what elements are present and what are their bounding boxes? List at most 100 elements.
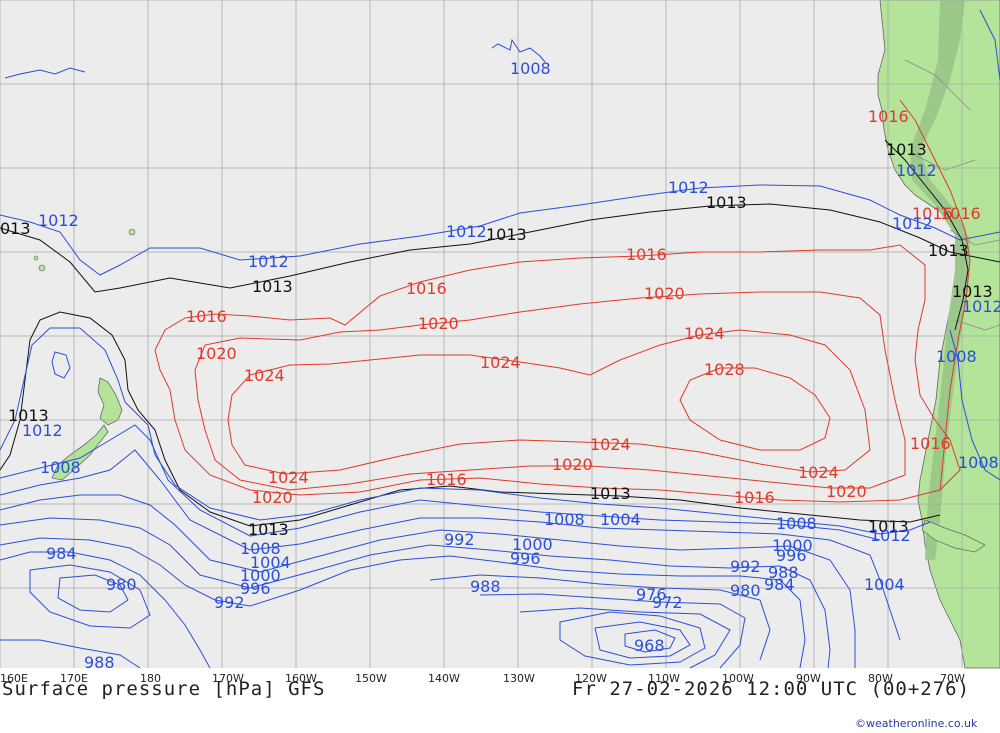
longitude-label: 70W (940, 672, 965, 685)
isobar-label: 1016 (426, 470, 467, 489)
longitude-label: 130W (503, 672, 535, 685)
isobar-label: 992 (444, 530, 475, 549)
isobar-label: 1013 (952, 282, 993, 301)
isobar-label: 984 (46, 544, 77, 563)
isobar-label: 988 (84, 653, 115, 672)
isobar-1028 (679, 367, 831, 451)
isobar-label: 1008 (958, 453, 999, 472)
isobar-1012-lower (0, 327, 931, 535)
isobar-988 (0, 551, 211, 669)
isobar-1016-outer (154, 244, 961, 503)
isobar-label: 1013 (706, 193, 747, 212)
isobar-1016-coast (899, 99, 971, 491)
isobar-label: 1008 (936, 347, 977, 366)
isobar-1020 (194, 291, 906, 491)
isobar-label: 1020 (252, 488, 293, 507)
isobar-label: 1008 (240, 539, 281, 558)
island (33, 255, 39, 261)
isobar-996 (0, 517, 831, 669)
isobar-label: 1020 (826, 482, 867, 501)
isobar-label: 1000 (772, 536, 813, 555)
isobar-976-ring (559, 611, 706, 666)
isobar-label: 1024 (684, 324, 725, 343)
isobar-label: 1013 (886, 140, 927, 159)
island (128, 228, 136, 236)
isobar-label: 1012 (896, 161, 937, 180)
longitude-label: 160W (285, 672, 317, 685)
isobar-label: 1016 (734, 488, 775, 507)
isobar-label: 1013 (486, 225, 527, 244)
isobar-1004 (0, 449, 901, 641)
isobar-label: 1013 (248, 520, 289, 539)
isobar-984-ring (29, 564, 151, 629)
longitude-label: 150W (355, 672, 387, 685)
isobar-label: 984 (764, 575, 795, 594)
longitude-label: 80W (868, 672, 893, 685)
isobar-label: 972 (652, 593, 683, 612)
new-zealand-south-island (51, 424, 109, 481)
isobar-972-ring (594, 621, 691, 659)
isobar-label: 1012 (668, 178, 709, 197)
tierra-del-fuego (921, 519, 986, 553)
isobar-label: 1013 (590, 484, 631, 503)
isobar-1000 (0, 494, 856, 668)
isobar-label: 980 (730, 581, 761, 600)
isobar-label: 988 (768, 563, 799, 582)
isobar-label: 1024 (798, 463, 839, 482)
island (38, 264, 46, 272)
isobar-968-ring (624, 629, 676, 653)
longitude-label: 90W (796, 672, 821, 685)
isobar-lines (0, 9, 1000, 669)
isobar-label: 1013 (252, 277, 293, 296)
isobar-1008-coast (949, 329, 1000, 481)
isobar-980-east (519, 607, 731, 669)
isobar-label: 1008 (544, 510, 585, 529)
isobar-1013-upper (0, 203, 1000, 293)
isobar-1012-upper (0, 184, 1000, 276)
isobar-label: 1012 (38, 211, 79, 230)
longitude-label: 170W (212, 672, 244, 685)
isobar-label: 996 (776, 546, 807, 565)
isobar-label: 1012 (446, 222, 487, 241)
isobar-1012-ring (51, 351, 71, 379)
isobar-label: 992 (730, 557, 761, 576)
isobar-1013-coast (884, 139, 969, 331)
graticule (0, 0, 1000, 668)
isobar-label: 1013 (868, 517, 909, 536)
ocean-area (0, 0, 1000, 668)
new-zealand-north-island (97, 377, 123, 426)
isobar-label: 1000 (240, 566, 281, 585)
longitude-label: 160E (0, 672, 28, 685)
isobar-label: 1016 (910, 434, 951, 453)
longitude-label: 100W (722, 672, 754, 685)
map-title: Surface pressure [hPa] GFS (2, 678, 325, 700)
isobar-label: 1004 (600, 510, 641, 529)
valid-time: Fr 27-02-2026 12:00 UTC (00+276) (572, 678, 970, 700)
isobar-1008-north (491, 38, 546, 63)
isobar-label: 1004 (250, 553, 291, 572)
isobar-988-east (429, 574, 771, 661)
longitude-label: 120W (575, 672, 607, 685)
isobar-label: 1016 (406, 279, 447, 298)
isobar-label: 1013 (8, 406, 49, 425)
isobar-label: 1004 (864, 575, 905, 594)
isobar-label: 1012 (22, 421, 63, 440)
isobar-label: 996 (240, 579, 271, 598)
isobar-988-south (0, 639, 141, 669)
isobar-label: 1016 (186, 307, 227, 326)
isobar-992 (0, 537, 806, 669)
isobar-label: 968 (634, 636, 665, 655)
country-borders (904, 59, 1000, 331)
isobar-1013-lower (0, 311, 941, 527)
isobar-label: 1024 (480, 353, 521, 372)
isobar-label: 1020 (418, 314, 459, 333)
isobar-label: 1008 (510, 59, 551, 78)
credit-link[interactable]: ©weatheronline.co.uk (855, 717, 978, 730)
isobar-label: 1012 (962, 297, 1000, 316)
isobar-label: 1016 (940, 204, 981, 223)
isobar-label: 1016 (626, 245, 667, 264)
isobar-980-ring (57, 574, 129, 613)
